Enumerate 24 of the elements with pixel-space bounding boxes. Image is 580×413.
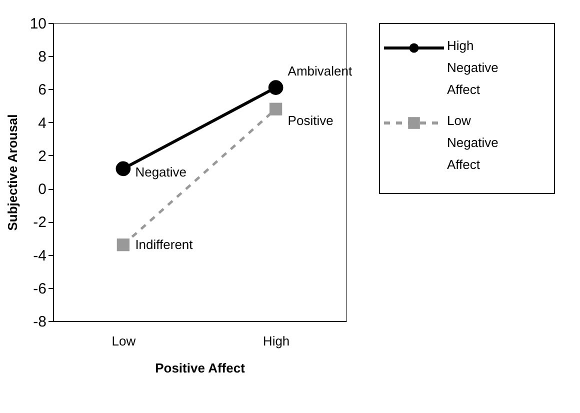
annotation: Indifferent — [135, 236, 194, 252]
y-tick-label: 2 — [38, 148, 46, 165]
annotation: Positive — [288, 113, 334, 128]
y-tick-label: 10 — [30, 16, 46, 32]
annotation: Negative — [135, 164, 187, 180]
x-tick-label: High — [262, 334, 290, 348]
y-tick-label: 4 — [38, 114, 46, 132]
x-axis-title: Positive Affect — [155, 360, 246, 376]
point — [268, 80, 284, 95]
point — [269, 102, 282, 116]
annotation: Ambivalent — [288, 64, 352, 79]
y-axis-title: Subjective Arousal — [4, 114, 20, 231]
point — [116, 238, 130, 252]
point — [116, 161, 131, 176]
y-tick-label: -2 — [33, 214, 46, 232]
y-tick-label: -8 — [33, 314, 46, 330]
y-tick-label: -6 — [33, 280, 46, 298]
x-tick-label: Low — [112, 334, 136, 348]
y-tick-label: 6 — [38, 82, 46, 99]
y-tick-label: 8 — [38, 48, 46, 66]
legend-label: High Negative Affect — [447, 38, 498, 97]
y-tick-label: -4 — [33, 247, 46, 264]
legend-label: Low Negative Affect — [447, 113, 498, 172]
y-tick-label: 0 — [38, 181, 46, 198]
